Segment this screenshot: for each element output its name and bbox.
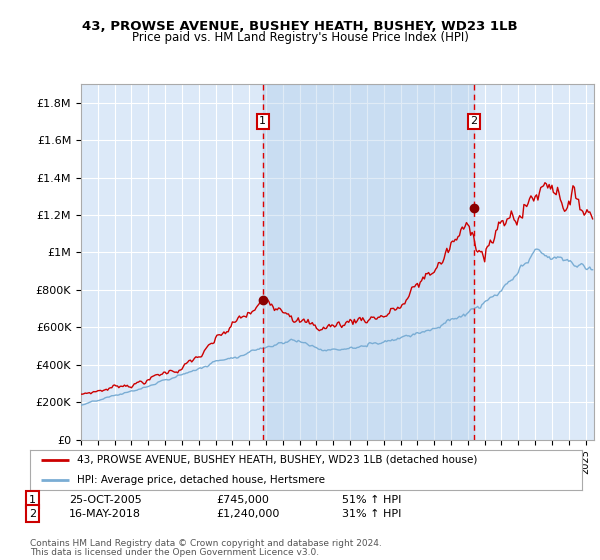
Text: 2: 2 xyxy=(29,508,36,519)
Bar xyxy=(263,84,474,440)
Text: 51% ↑ HPI: 51% ↑ HPI xyxy=(342,494,401,505)
Text: 25-OCT-2005: 25-OCT-2005 xyxy=(69,494,142,505)
Text: £1,240,000: £1,240,000 xyxy=(216,508,280,519)
Text: 16-MAY-2018: 16-MAY-2018 xyxy=(69,508,141,519)
Text: 2: 2 xyxy=(470,116,478,127)
Text: 43, PROWSE AVENUE, BUSHEY HEATH, BUSHEY, WD23 1LB: 43, PROWSE AVENUE, BUSHEY HEATH, BUSHEY,… xyxy=(82,20,518,32)
Text: 1: 1 xyxy=(29,494,36,505)
Text: HPI: Average price, detached house, Hertsmere: HPI: Average price, detached house, Hert… xyxy=(77,475,325,485)
Text: This data is licensed under the Open Government Licence v3.0.: This data is licensed under the Open Gov… xyxy=(30,548,319,557)
Text: 1: 1 xyxy=(259,116,266,127)
Text: 43, PROWSE AVENUE, BUSHEY HEATH, BUSHEY, WD23 1LB (detached house): 43, PROWSE AVENUE, BUSHEY HEATH, BUSHEY,… xyxy=(77,455,477,465)
Text: £745,000: £745,000 xyxy=(216,494,269,505)
Text: 31% ↑ HPI: 31% ↑ HPI xyxy=(342,508,401,519)
Text: Contains HM Land Registry data © Crown copyright and database right 2024.: Contains HM Land Registry data © Crown c… xyxy=(30,539,382,548)
Text: Price paid vs. HM Land Registry's House Price Index (HPI): Price paid vs. HM Land Registry's House … xyxy=(131,31,469,44)
